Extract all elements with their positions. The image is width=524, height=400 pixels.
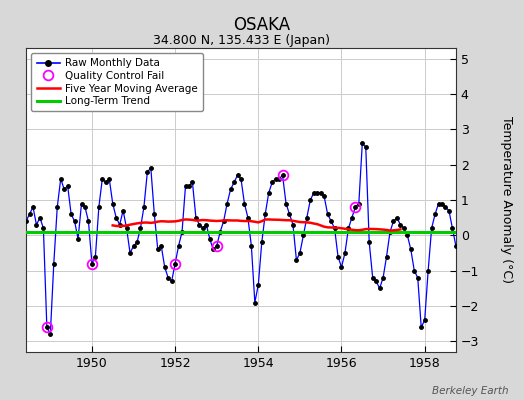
Y-axis label: Temperature Anomaly (°C): Temperature Anomaly (°C) bbox=[500, 116, 513, 284]
Title: 34.800 N, 135.433 E (Japan): 34.800 N, 135.433 E (Japan) bbox=[152, 34, 330, 47]
Legend: Raw Monthly Data, Quality Control Fail, Five Year Moving Average, Long-Term Tren: Raw Monthly Data, Quality Control Fail, … bbox=[31, 53, 203, 112]
Text: Berkeley Earth: Berkeley Earth bbox=[432, 386, 508, 396]
Text: OSAKA: OSAKA bbox=[233, 16, 291, 34]
